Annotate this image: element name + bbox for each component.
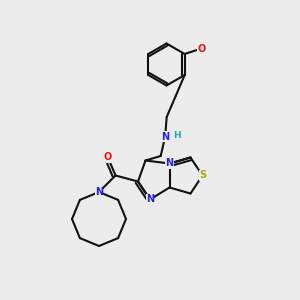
Text: N: N [146, 194, 154, 205]
Text: N: N [161, 131, 169, 142]
Text: S: S [199, 170, 206, 181]
Text: N: N [165, 158, 174, 169]
Text: H: H [174, 131, 181, 140]
Text: O: O [197, 44, 205, 54]
Text: O: O [104, 152, 112, 163]
Text: N: N [95, 187, 103, 197]
